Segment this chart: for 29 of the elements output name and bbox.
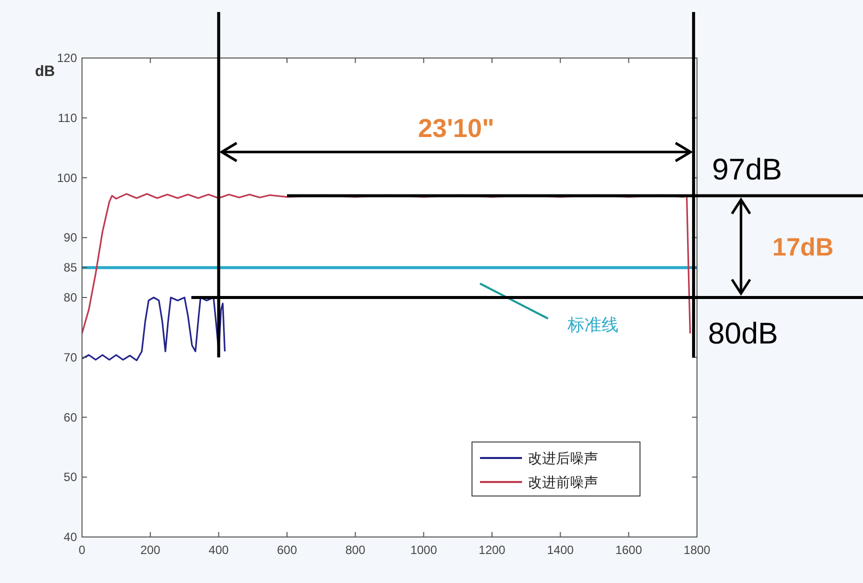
x-tick-label: 200	[140, 543, 161, 557]
annotation: 23'10"	[418, 113, 494, 143]
y-tick-label: 110	[58, 110, 78, 125]
y-tick-label: 120	[56, 51, 78, 65]
y-tick-label: 90	[64, 230, 78, 245]
ref-line-label: 80dB	[708, 318, 778, 350]
text: 17dB	[772, 234, 834, 262]
y-tick-label: 60	[64, 410, 78, 424]
y-tick-label: 85	[64, 260, 78, 275]
x-tick-label: 600	[276, 543, 298, 557]
x-tick-label: 1000	[410, 543, 438, 557]
x-tick-label: 400	[208, 543, 229, 557]
x-tick-label: 1400	[546, 543, 574, 557]
y-tick-label: 40	[64, 530, 78, 544]
y-tick-label: 80	[64, 290, 78, 304]
x-tick-label: 1600	[615, 543, 642, 557]
ref-line-label: 标准线	[566, 316, 618, 335]
y-tick-label: 100	[56, 170, 78, 185]
line-series	[81, 296, 226, 362]
x-tick-label: 1200	[478, 543, 506, 557]
y-tick-label: 50	[64, 470, 78, 484]
ref-line-label: 97dB	[712, 154, 782, 187]
x-tick-label: 800	[345, 543, 366, 557]
legend-label: 改进前噪声	[528, 474, 598, 490]
x-tick-label: 1800	[684, 543, 711, 557]
y-tick-label: 70	[64, 350, 78, 364]
y-axis-title: dB	[35, 63, 56, 80]
legend-label: 改进后噪声	[528, 450, 598, 466]
x-tick-label: 0	[78, 543, 86, 557]
